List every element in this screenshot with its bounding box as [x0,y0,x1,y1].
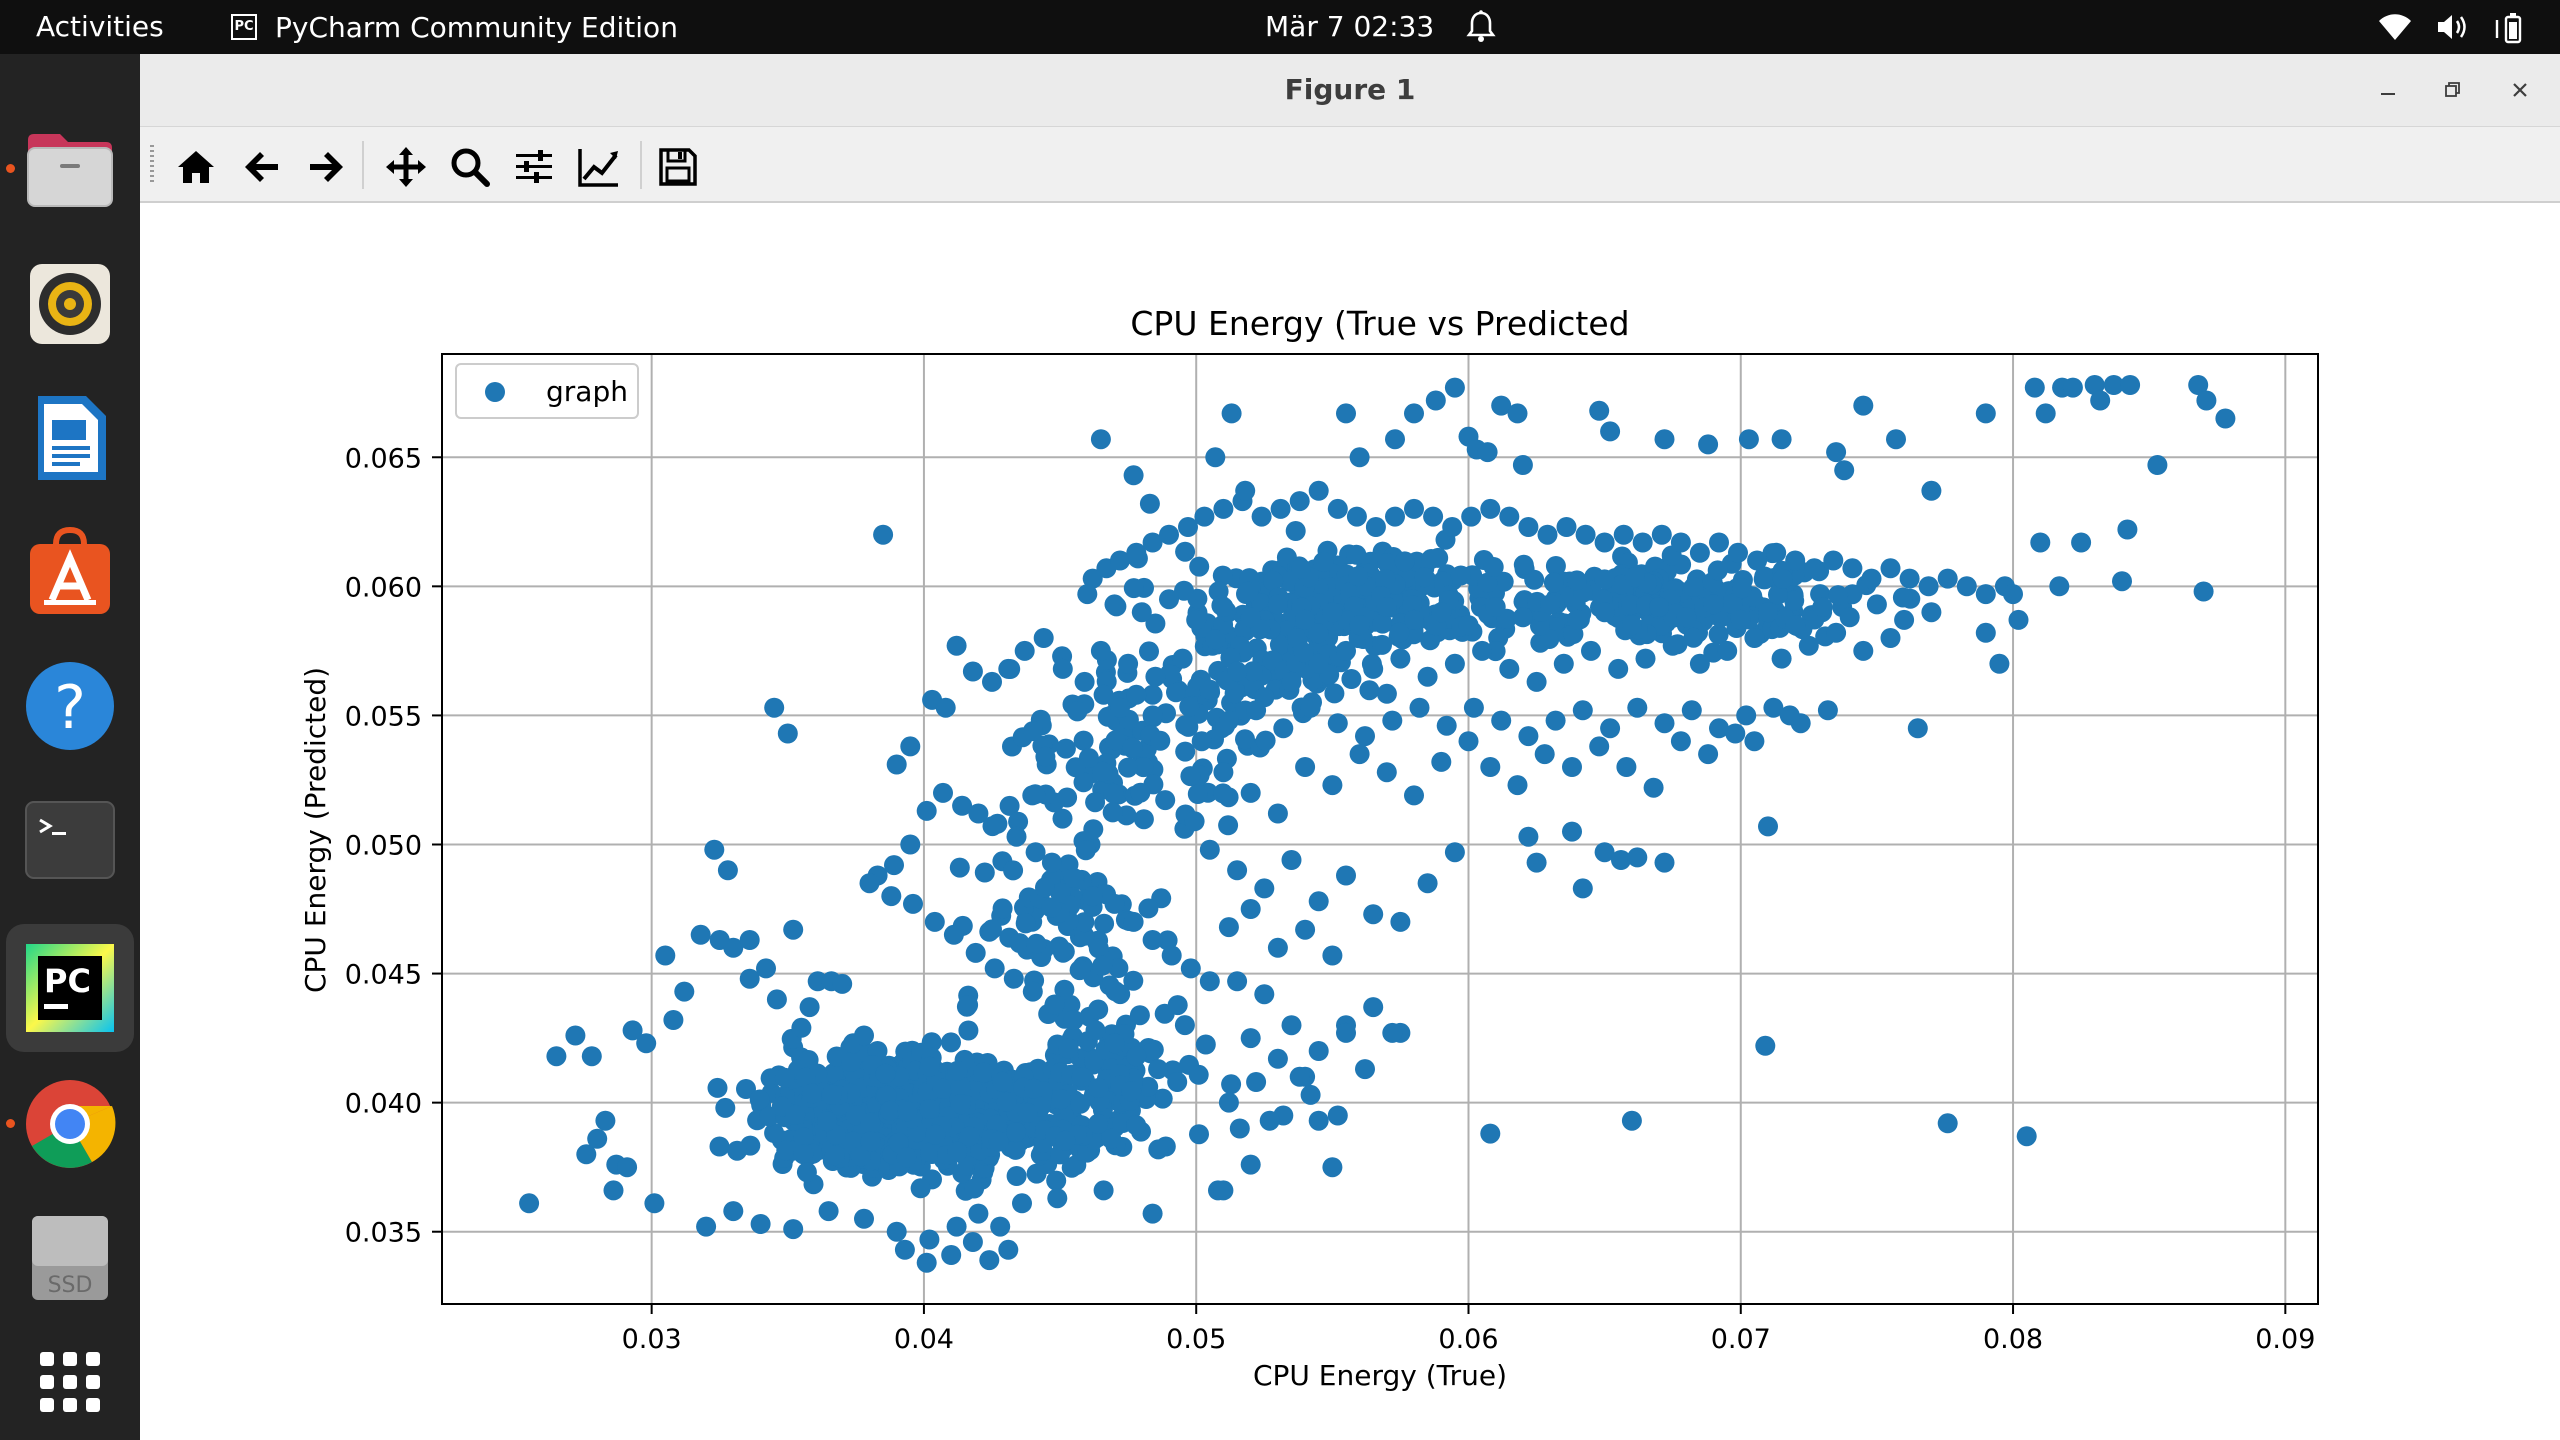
title-bar[interactable]: Figure 1 [140,54,2560,127]
dock: ? PC SSD [0,54,140,1440]
store-icon[interactable] [22,524,118,620]
matplotlib-toolbar [140,127,2560,203]
toolbar-grip[interactable] [150,145,154,185]
close-button[interactable] [2506,76,2534,104]
forward-arrow-icon[interactable] [304,145,348,189]
bell-icon[interactable] [1466,10,1496,44]
toolbar-separator [362,141,364,189]
folder-icon[interactable] [22,122,118,218]
window-title: Figure 1 [1284,73,1416,106]
pycharm-icon: PC [26,944,114,1032]
minimize-button[interactable] [2374,76,2402,104]
running-indicator [6,164,15,173]
restore-button[interactable] [2438,76,2466,104]
wifi-icon[interactable] [2378,12,2412,42]
svg-text:SSD: SSD [48,1273,93,1298]
edit-axis-icon[interactable] [576,145,620,189]
svg-text:?: ? [54,673,86,743]
battery-power-icon[interactable] [2494,12,2528,44]
pycharm-small-icon: PC [231,14,257,40]
app-grid-icon[interactable] [22,1334,118,1430]
pycharm-dock-item[interactable]: PC [6,924,134,1052]
back-arrow-icon[interactable] [240,145,284,189]
running-indicator [6,1119,15,1128]
home-icon[interactable] [174,145,218,189]
svg-text:PC: PC [44,962,91,1000]
terminal-icon[interactable] [22,792,118,888]
zoom-icon[interactable] [448,145,492,189]
volume-icon[interactable] [2436,12,2472,42]
toolbar-separator [640,141,642,189]
document-icon[interactable] [22,390,118,486]
configure-subplots-icon[interactable] [512,145,556,189]
speaker-icon[interactable] [22,256,118,352]
figure-window: Figure 1 [140,54,2560,1440]
activities-button[interactable]: Activities [36,10,164,43]
top-bar: Activities PC PyCharm Community Edition … [0,0,2560,54]
move-icon[interactable] [384,145,428,189]
app-menu[interactable]: PC PyCharm Community Edition [231,0,678,54]
disk-icon[interactable]: SSD [22,1210,118,1306]
help-icon[interactable]: ? [22,658,118,754]
app-menu-label: PyCharm Community Edition [275,10,678,44]
clock[interactable]: Mär 7 02:33 [1265,10,1435,43]
chrome-icon[interactable] [22,1076,118,1172]
save-icon[interactable] [656,145,700,189]
